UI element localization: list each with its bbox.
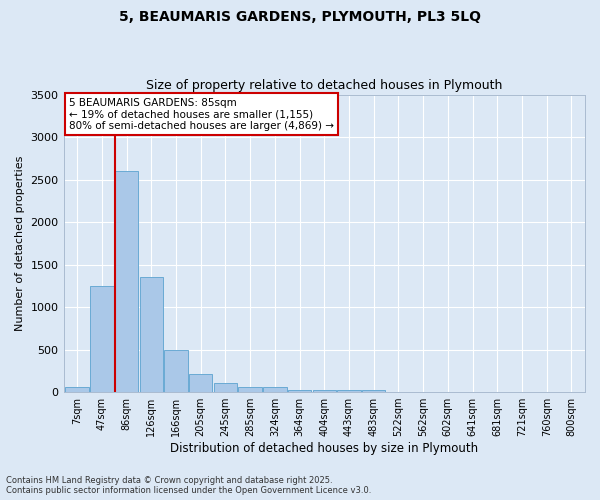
Bar (90, 286, 113, 392)
Y-axis label: Number of detached properties: Number of detached properties (15, 156, 25, 331)
Bar (238, 388, 262, 392)
Title: Size of property relative to detached houses in Plymouth: Size of property relative to detached ho… (146, 79, 502, 92)
Bar (263, 388, 287, 392)
Bar (288, 390, 311, 392)
Bar (214, 383, 237, 392)
X-axis label: Distribution of detached houses by size in Plymouth: Distribution of detached houses by size … (170, 442, 478, 455)
Text: Contains HM Land Registry data © Crown copyright and database right 2025.
Contai: Contains HM Land Registry data © Crown c… (6, 476, 371, 495)
Bar (313, 390, 336, 392)
Bar (65, 388, 89, 392)
Bar (115, 171, 139, 392)
Bar (337, 390, 361, 392)
Bar (140, 278, 163, 392)
Text: 5, BEAUMARIS GARDENS, PLYMOUTH, PL3 5LQ: 5, BEAUMARIS GARDENS, PLYMOUTH, PL3 5LQ (119, 10, 481, 24)
Bar (362, 390, 385, 392)
Text: 5 BEAUMARIS GARDENS: 85sqm
← 19% of detached houses are smaller (1,155)
80% of s: 5 BEAUMARIS GARDENS: 85sqm ← 19% of deta… (69, 98, 334, 130)
Bar (189, 374, 212, 392)
Bar (164, 350, 188, 392)
